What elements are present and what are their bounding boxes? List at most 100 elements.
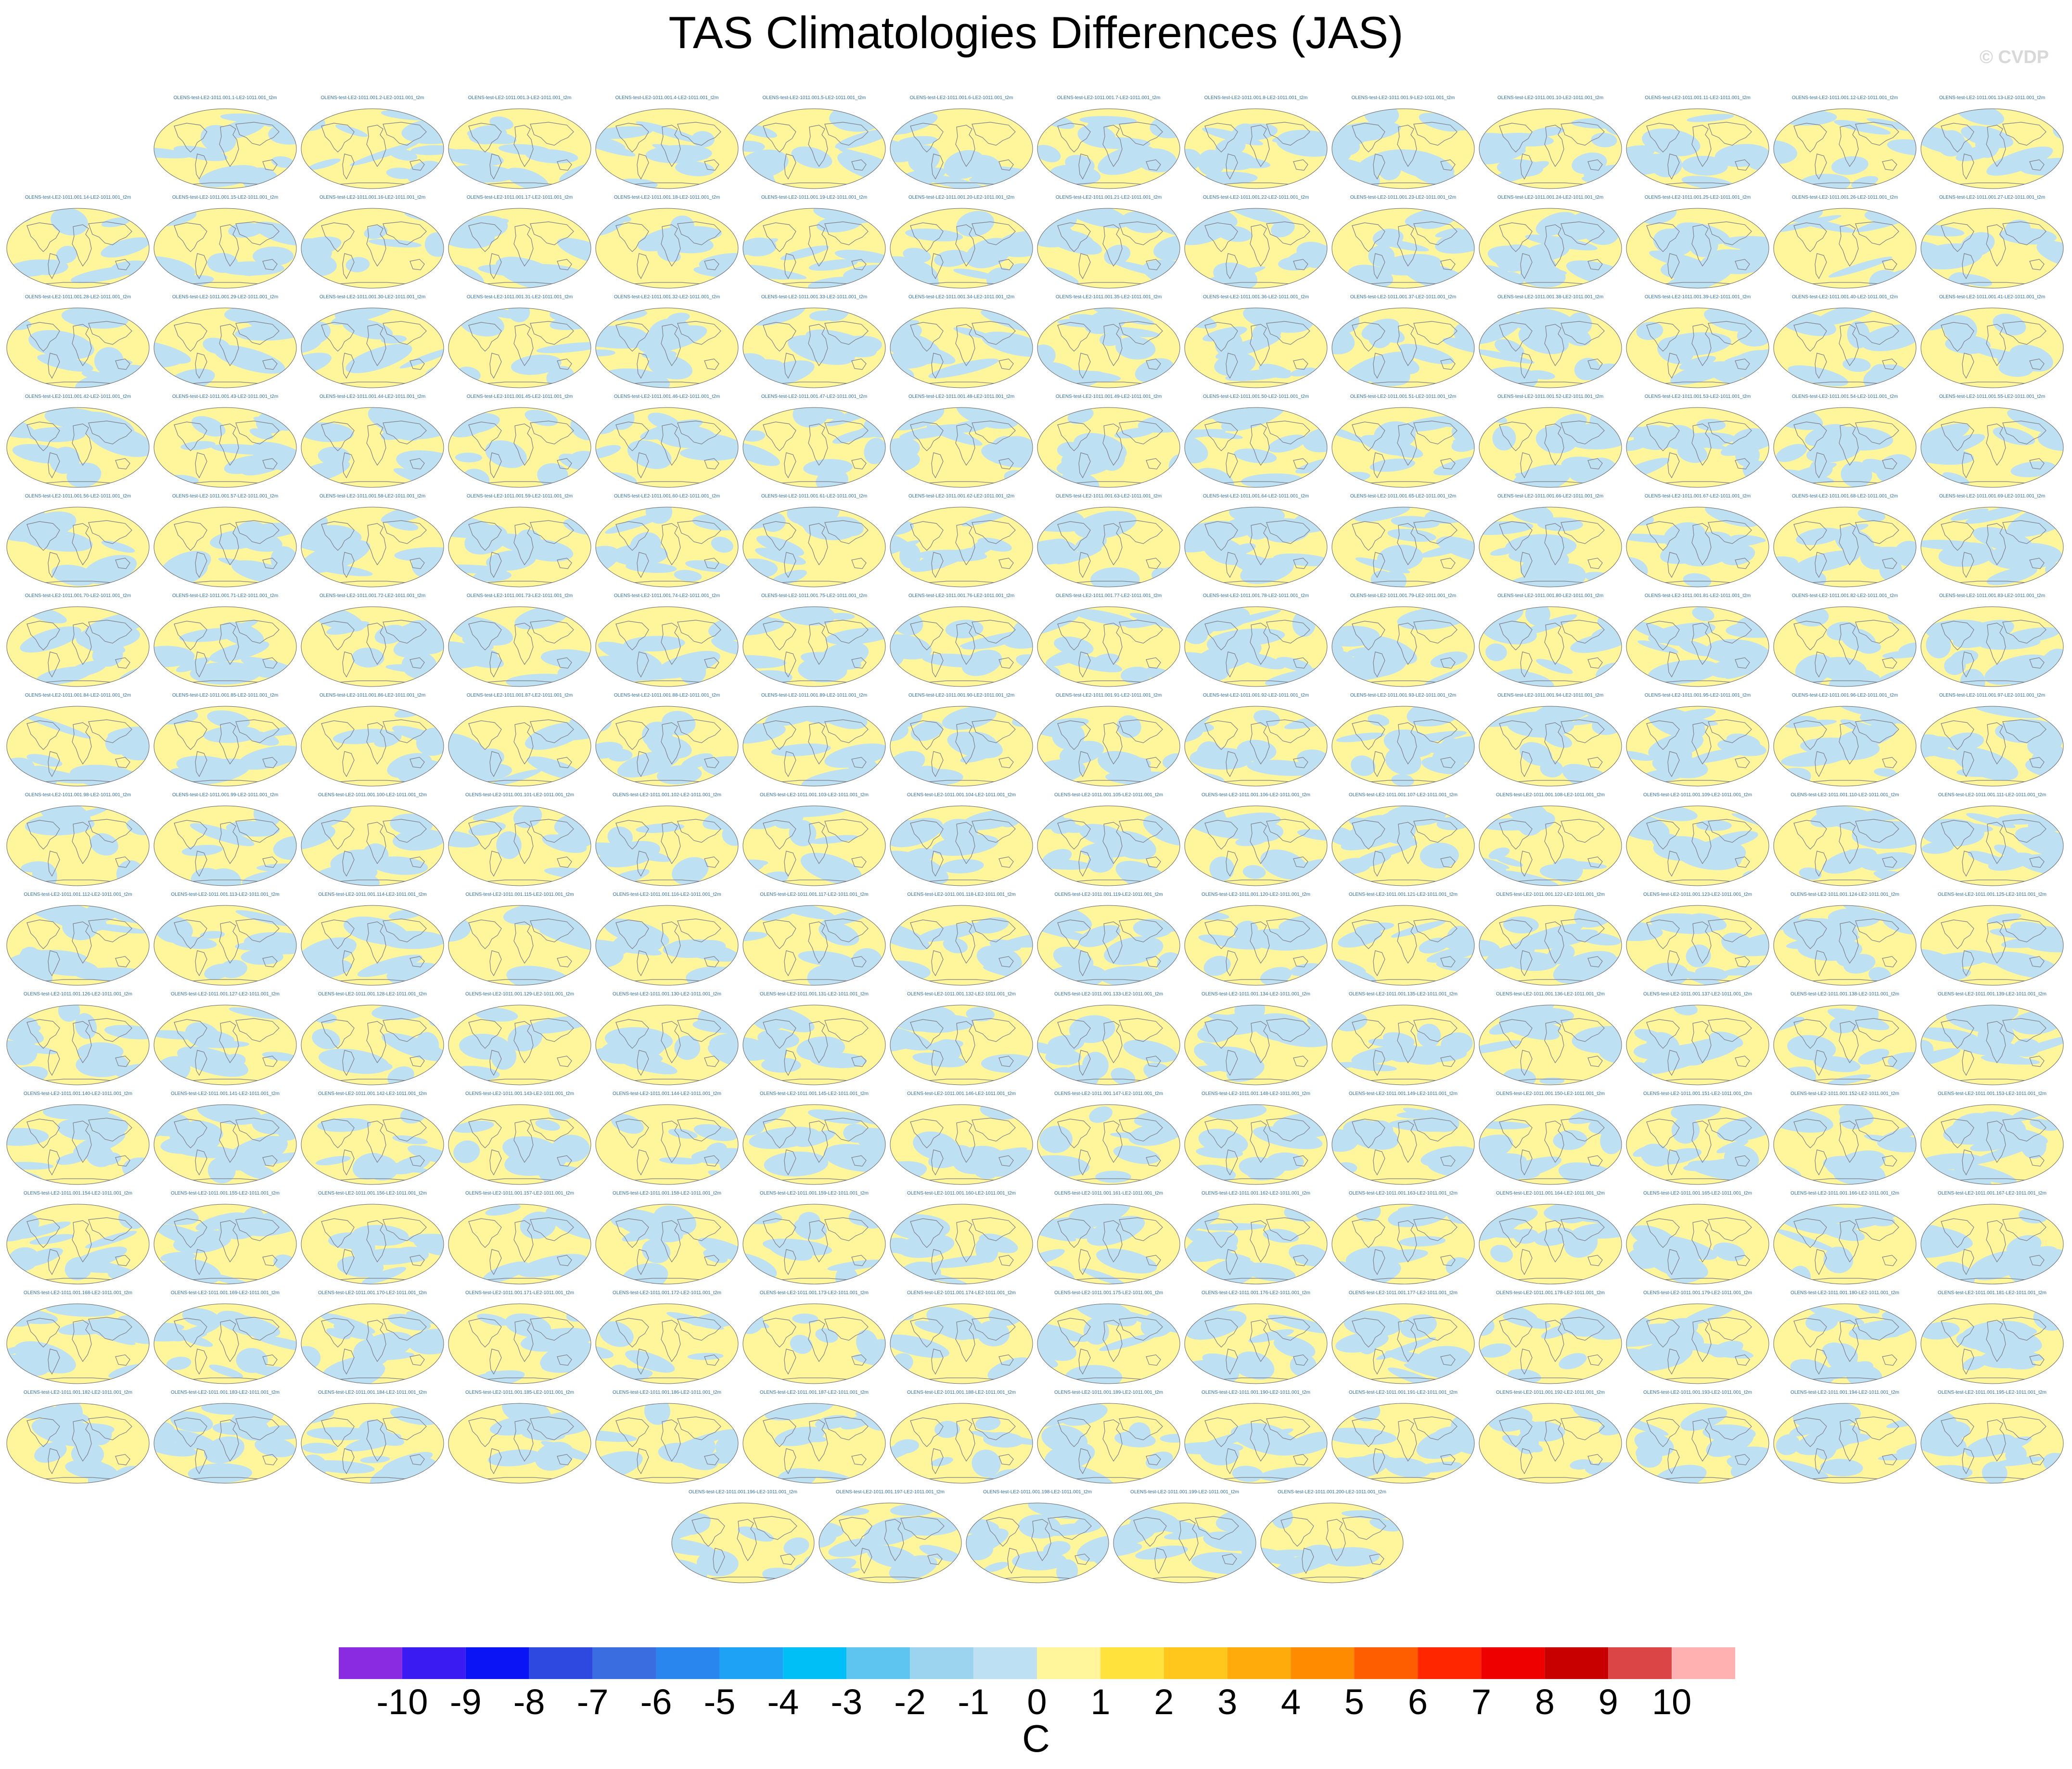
panel-label: OLENS-test-LE2-1011.001.187-LE2-1011.001… [760, 1390, 869, 1395]
world-map [1184, 606, 1328, 687]
map-panel-30: OLENS-test-LE2-1011.001.30-LE2-1011.001_… [300, 294, 445, 389]
panel-label: OLENS-test-LE2-1011.001.51-LE2-1011.001_… [1350, 394, 1457, 399]
panel-label: OLENS-test-LE2-1011.001.158-LE2-1011.001… [613, 1191, 721, 1196]
world-map [1331, 208, 1475, 289]
world-map [595, 108, 739, 189]
panel-label: OLENS-test-LE2-1011.001.86-LE2-1011.001_… [319, 693, 426, 698]
map-panel-187: OLENS-test-LE2-1011.001.187-LE2-1011.001… [742, 1390, 886, 1484]
map-panel-199: OLENS-test-LE2-1011.001.199-LE2-1011.001… [1113, 1489, 1257, 1584]
world-map [153, 307, 297, 388]
map-panel-177: OLENS-test-LE2-1011.001.177-LE2-1011.001… [1331, 1290, 1475, 1385]
map-panel-195: OLENS-test-LE2-1011.001.195-LE2-1011.001… [1920, 1390, 2064, 1484]
world-map [742, 1303, 886, 1384]
map-panel-93: OLENS-test-LE2-1011.001.93-LE2-1011.001_… [1331, 693, 1475, 787]
world-map [153, 1104, 297, 1185]
world-map [1037, 208, 1180, 289]
map-panel-25: OLENS-test-LE2-1011.001.25-LE2-1011.001_… [1625, 195, 1770, 289]
panel-label: OLENS-test-LE2-1011.001.105-LE2-1011.001… [1054, 792, 1163, 798]
panel-label: OLENS-test-LE2-1011.001.177-LE2-1011.001… [1349, 1290, 1458, 1296]
world-map [1037, 805, 1180, 886]
world-map [595, 1303, 739, 1384]
colorbar-box [592, 1647, 656, 1679]
panel-label: OLENS-test-LE2-1011.001.70-LE2-1011.001_… [25, 593, 131, 598]
map-panel-55: OLENS-test-LE2-1011.001.55-LE2-1011.001_… [1920, 394, 2064, 488]
world-map [595, 1204, 739, 1285]
map-panel-2: OLENS-test-LE2-1011.001.2-LE2-1011.001_t… [300, 95, 445, 190]
map-panel-112: OLENS-test-LE2-1011.001.112-LE2-1011.001… [6, 892, 150, 986]
map-panel-12: OLENS-test-LE2-1011.001.12-LE2-1011.001_… [1773, 95, 1917, 190]
panel-label: OLENS-test-LE2-1011.001.156-LE2-1011.001… [318, 1191, 427, 1196]
world-map [448, 307, 591, 388]
map-panel-90: OLENS-test-LE2-1011.001.90-LE2-1011.001_… [889, 693, 1034, 787]
panel-label: OLENS-test-LE2-1011.001.192-LE2-1011.001… [1496, 1390, 1605, 1395]
world-map [595, 706, 739, 787]
panel-label: OLENS-test-LE2-1011.001.184-LE2-1011.001… [318, 1390, 427, 1395]
map-panel-122: OLENS-test-LE2-1011.001.122-LE2-1011.001… [1478, 892, 1623, 986]
panel-label: OLENS-test-LE2-1011.001.111-LE2-1011.001… [1938, 792, 2046, 798]
map-panel-160: OLENS-test-LE2-1011.001.160-LE2-1011.001… [889, 1191, 1034, 1285]
panel-label: OLENS-test-LE2-1011.001.120-LE2-1011.001… [1202, 892, 1310, 897]
map-panel-189: OLENS-test-LE2-1011.001.189-LE2-1011.001… [1036, 1390, 1181, 1484]
panel-label: OLENS-test-LE2-1011.001.110-LE2-1011.001… [1791, 792, 1899, 798]
panel-label: OLENS-test-LE2-1011.001.7-LE2-1011.001_t… [1057, 95, 1161, 101]
world-map [1626, 1005, 1769, 1085]
map-panel-80: OLENS-test-LE2-1011.001.80-LE2-1011.001_… [1478, 593, 1623, 687]
map-panel-1: OLENS-test-LE2-1011.001.1-LE2-1011.001_t… [153, 95, 297, 190]
map-panel-23: OLENS-test-LE2-1011.001.23-LE2-1011.001_… [1331, 195, 1475, 289]
map-panel-52: OLENS-test-LE2-1011.001.52-LE2-1011.001_… [1478, 394, 1623, 488]
map-panel-28: OLENS-test-LE2-1011.001.28-LE2-1011.001_… [6, 294, 150, 389]
world-map [1479, 407, 1622, 488]
colorbar-box [402, 1647, 466, 1679]
panel-label: OLENS-test-LE2-1011.001.167-LE2-1011.001… [1938, 1191, 2046, 1196]
panel-label: OLENS-test-LE2-1011.001.39-LE2-1011.001_… [1644, 294, 1751, 300]
world-map [742, 905, 886, 986]
map-panel-124: OLENS-test-LE2-1011.001.124-LE2-1011.001… [1773, 892, 1917, 986]
map-panel-45: OLENS-test-LE2-1011.001.45-LE2-1011.001_… [448, 394, 592, 488]
panel-label: OLENS-test-LE2-1011.001.72-LE2-1011.001_… [319, 593, 426, 598]
map-panel-133: OLENS-test-LE2-1011.001.133-LE2-1011.001… [1036, 992, 1181, 1086]
panel-label: OLENS-test-LE2-1011.001.142-LE2-1011.001… [318, 1091, 427, 1096]
colorbar-tick-label: -9 [449, 1682, 482, 1722]
panel-label: OLENS-test-LE2-1011.001.140-LE2-1011.001… [24, 1091, 132, 1096]
panel-label: OLENS-test-LE2-1011.001.179-LE2-1011.001… [1643, 1290, 1752, 1296]
world-map [1479, 1005, 1622, 1085]
world-map [890, 307, 1033, 388]
world-map [1331, 1303, 1475, 1384]
world-map [1626, 706, 1769, 787]
world-map [742, 307, 886, 388]
panel-label: OLENS-test-LE2-1011.001.165-LE2-1011.001… [1643, 1191, 1752, 1196]
map-panel-4: OLENS-test-LE2-1011.001.4-LE2-1011.001_t… [595, 95, 739, 190]
panel-label: OLENS-test-LE2-1011.001.121-LE2-1011.001… [1349, 892, 1458, 897]
map-panel-150: OLENS-test-LE2-1011.001.150-LE2-1011.001… [1478, 1091, 1623, 1185]
world-map [1920, 706, 2064, 787]
panel-label: OLENS-test-LE2-1011.001.183-LE2-1011.001… [171, 1390, 280, 1395]
panel-label: OLENS-test-LE2-1011.001.148-LE2-1011.001… [1202, 1091, 1310, 1096]
world-map [6, 805, 150, 886]
panel-label: OLENS-test-LE2-1011.001.162-LE2-1011.001… [1202, 1191, 1310, 1196]
panel-label: OLENS-test-LE2-1011.001.178-LE2-1011.001… [1496, 1290, 1605, 1296]
world-map [1331, 407, 1475, 488]
map-panel-56: OLENS-test-LE2-1011.001.56-LE2-1011.001_… [6, 494, 150, 588]
map-panel-86: OLENS-test-LE2-1011.001.86-LE2-1011.001_… [300, 693, 445, 787]
panel-label: OLENS-test-LE2-1011.001.20-LE2-1011.001_… [908, 195, 1015, 200]
world-map [890, 706, 1033, 787]
map-panel-105: OLENS-test-LE2-1011.001.105-LE2-1011.001… [1036, 792, 1181, 887]
colorbar-box [846, 1647, 910, 1679]
world-map [890, 1104, 1033, 1185]
map-panel-194: OLENS-test-LE2-1011.001.194-LE2-1011.001… [1773, 1390, 1917, 1484]
map-panel-81: OLENS-test-LE2-1011.001.81-LE2-1011.001_… [1625, 593, 1770, 687]
map-panel-143: OLENS-test-LE2-1011.001.143-LE2-1011.001… [448, 1091, 592, 1185]
map-panel-156: OLENS-test-LE2-1011.001.156-LE2-1011.001… [300, 1191, 445, 1285]
panel-label: OLENS-test-LE2-1011.001.154-LE2-1011.001… [24, 1191, 132, 1196]
world-map [1920, 407, 2064, 488]
panel-label: OLENS-test-LE2-1011.001.106-LE2-1011.001… [1202, 792, 1310, 798]
world-map [1037, 1005, 1180, 1085]
map-panel-33: OLENS-test-LE2-1011.001.33-LE2-1011.001_… [742, 294, 886, 389]
map-panel-9: OLENS-test-LE2-1011.001.9-LE2-1011.001_t… [1331, 95, 1475, 190]
world-map [1184, 1104, 1328, 1185]
world-map [671, 1502, 815, 1583]
world-map [1331, 606, 1475, 687]
map-panel-63: OLENS-test-LE2-1011.001.63-LE2-1011.001_… [1036, 494, 1181, 588]
world-map [1037, 1303, 1180, 1384]
map-panel-198: OLENS-test-LE2-1011.001.198-LE2-1011.001… [965, 1489, 1110, 1584]
